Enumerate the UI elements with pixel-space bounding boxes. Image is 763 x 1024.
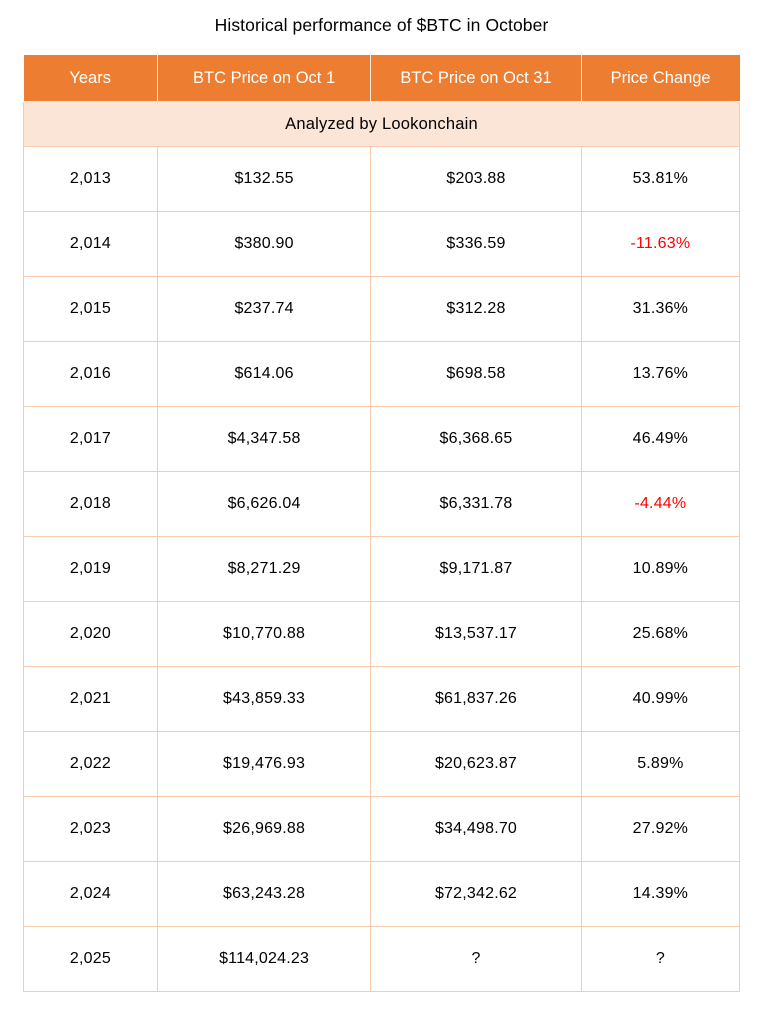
table-title: Historical performance of $BTC in Octobe… [214,15,549,35]
table-row: 2,024 $63,243.28 $72,342.62 14.39% [23,861,741,927]
table-row: 2,021 $43,859.33 $61,837.26 40.99% [23,666,741,732]
year-cell: 2,017 [23,406,158,472]
oct31-price-cell: $203.88 [370,146,582,212]
btc-performance-table: Years BTC Price on Oct 1 BTC Price on Oc… [23,55,741,992]
oct1-price-cell: $63,243.28 [156,861,372,927]
oct31-price-cell: $698.58 [370,341,582,407]
table-row: 2,022 $19,476.93 $20,623.87 5.89% [23,731,741,797]
table-row: 2,014 $380.90 $336.59 -11.63% [23,211,741,277]
table-row: 2,013 $132.55 $203.88 53.81% [23,146,741,212]
column-header-oct31-price: BTC Price on Oct 31 [370,55,582,102]
oct31-price-cell: $6,368.65 [370,406,582,472]
analyzed-by-label: Analyzed by Lookonchain [23,101,740,147]
year-cell: 2,021 [23,666,158,732]
header-row: Years BTC Price on Oct 1 BTC Price on Oc… [23,55,740,102]
oct1-price-cell: $8,271.29 [156,536,372,602]
oct1-price-cell: $614.06 [156,341,372,407]
price-change-cell: 40.99% [580,666,741,732]
oct1-price-cell: $6,626.04 [156,471,372,537]
price-change-cell: -4.44% [580,471,741,537]
oct31-price-cell: $20,623.87 [370,731,582,797]
oct1-price-cell: $237.74 [156,276,372,342]
oct31-price-cell: $13,537.17 [370,601,582,667]
oct1-price-cell: $4,347.58 [156,406,372,472]
oct31-price-cell: ? [370,926,582,992]
year-cell: 2,015 [23,276,158,342]
oct1-price-cell: $19,476.93 [156,731,372,797]
price-change-cell: ? [580,926,741,992]
oct31-price-cell: $61,837.26 [370,666,582,732]
table-row: 2,017 $4,347.58 $6,368.65 46.49% [23,406,741,472]
price-change-cell: 14.39% [580,861,741,927]
table-row: 2,015 $237.74 $312.28 31.36% [23,276,741,342]
year-cell: 2,025 [23,926,158,992]
table-row: 2,019 $8,271.29 $9,171.87 10.89% [23,536,741,602]
table-row: 2,023 $26,969.88 $34,498.70 27.92% [23,796,741,862]
price-change-cell: 25.68% [580,601,741,667]
oct31-price-cell: $9,171.87 [370,536,582,602]
table-row: 2,020 $10,770.88 $13,537.17 25.68% [23,601,741,667]
table-row: 2,016 $614.06 $698.58 13.76% [23,341,741,407]
year-cell: 2,024 [23,861,158,927]
year-cell: 2,020 [23,601,158,667]
price-change-cell: 10.89% [580,536,741,602]
oct31-price-cell: $72,342.62 [370,861,582,927]
price-change-cell: 31.36% [580,276,741,342]
price-change-cell: -11.63% [580,211,741,277]
table-body: Analyzed by Lookonchain 2,013 $132.55 $203… [23,101,741,992]
oct1-price-cell: $132.55 [156,146,372,212]
oct31-price-cell: $34,498.70 [370,796,582,862]
annotation-row: Analyzed by Lookonchain [23,101,740,147]
oct31-price-cell: $312.28 [370,276,582,342]
column-header-years: Years [23,55,158,102]
column-header-oct1-price: BTC Price on Oct 1 [156,55,372,102]
table-row: 2,025 $114,024.23?? [23,926,741,992]
oct1-price-cell: $26,969.88 [156,796,372,862]
oct1-price-cell: $114,024.23 [156,926,372,992]
price-change-cell: 27.92% [580,796,741,862]
year-cell: 2,023 [23,796,158,862]
year-cell: 2,019 [23,536,158,602]
price-change-cell: 5.89% [580,731,741,797]
oct31-price-cell: $6,331.78 [370,471,582,537]
year-cell: 2,022 [23,731,158,797]
year-cell: 2,016 [23,341,158,407]
oct1-price-cell: $380.90 [156,211,372,277]
table-row: 2,018 $6,626.04 $6,331.78 -4.44% [23,471,741,537]
year-cell: 2,014 [23,211,158,277]
column-header-price-change: Price Change [580,55,740,102]
table-header: Years BTC Price on Oct 1 BTC Price on Oc… [23,55,740,102]
oct1-price-cell: $43,859.33 [156,666,372,732]
oct1-price-cell: $10,770.88 [156,601,372,667]
price-change-cell: 53.81% [580,146,741,212]
year-cell: 2,013 [23,146,158,212]
price-change-cell: 46.49% [580,406,741,472]
year-cell: 2,018 [23,471,158,537]
price-change-cell: 13.76% [580,341,741,407]
oct31-price-cell: $336.59 [370,211,582,277]
